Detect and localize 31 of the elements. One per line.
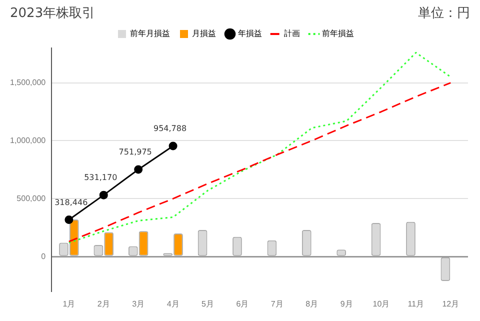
- data-label: 751,975: [118, 148, 152, 157]
- x-tick-label: 7月: [270, 299, 284, 308]
- legend-label: 月損益: [192, 29, 216, 38]
- x-tick-label: 4月: [166, 299, 180, 308]
- x-tick-label: 11月: [408, 299, 424, 308]
- legend-label: 前年損益: [322, 29, 354, 38]
- x-tick-label: 8月: [306, 299, 318, 308]
- y-tick-label: 1,000,000: [10, 136, 46, 145]
- point: [134, 165, 143, 174]
- point: [168, 142, 178, 150]
- x-tick-label: 2月: [97, 299, 110, 308]
- x-tick-label: 6月: [236, 299, 249, 308]
- legend-label: 前年月損益: [130, 29, 170, 38]
- x-tick-label: 12月: [442, 299, 460, 308]
- data-label: 318,446: [54, 198, 88, 207]
- data-label: 954,788: [153, 124, 187, 134]
- x-tick-label: 5月: [202, 299, 214, 308]
- data-label: 531,170: [84, 173, 118, 182]
- x-tick-label: 9月: [340, 299, 353, 308]
- x-tick-label: 10月: [372, 299, 390, 308]
- y-tick-label: 1,500,000: [10, 78, 46, 87]
- x-tick-label: 1月: [62, 299, 76, 308]
- x-tick-label: 3月: [132, 299, 145, 308]
- legend-label: 年損益: [238, 29, 262, 38]
- chart-title: 2023年株取引: [10, 5, 96, 22]
- y-tick-label: 500,000: [16, 194, 46, 203]
- legend-label: 計画: [284, 29, 300, 38]
- point: [64, 215, 74, 224]
- y-tick-label: 0: [41, 252, 46, 261]
- text: 単位：円: [418, 5, 470, 22]
- point: [99, 190, 108, 200]
